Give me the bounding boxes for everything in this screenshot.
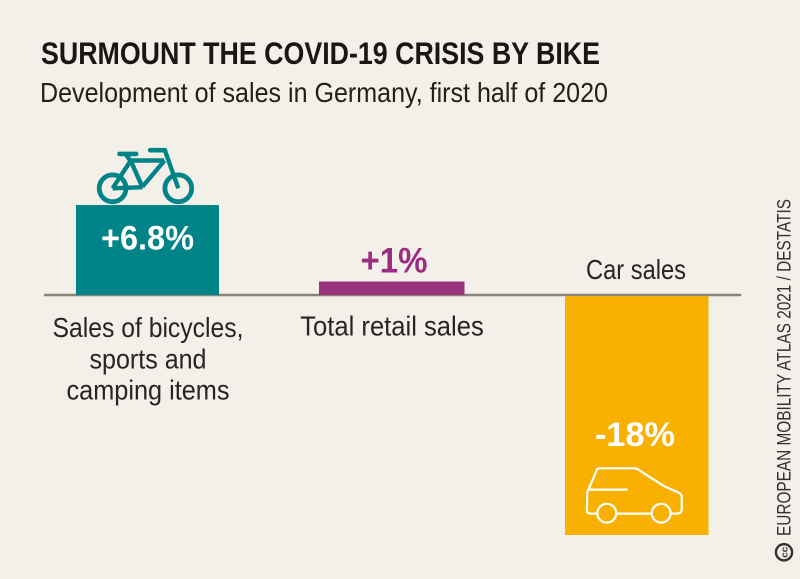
svg-text:Sales of bicycles,: Sales of bicycles, — [53, 312, 244, 343]
svg-text:cc: cc — [779, 547, 790, 558]
svg-text:+6.8%: +6.8% — [101, 220, 194, 258]
svg-text:camping items: camping items — [67, 375, 230, 406]
svg-text:+1%: +1% — [361, 242, 428, 281]
svg-text:Total retail sales: Total retail sales — [300, 310, 484, 341]
svg-text:EUROPEAN MOBILITY ATLAS 2021 /: EUROPEAN MOBILITY ATLAS 2021 / DESTATIS — [775, 199, 796, 536]
svg-text:sports and: sports and — [90, 344, 207, 375]
svg-text:-18%: -18% — [595, 416, 675, 454]
svg-text:Development of sales in German: Development of sales in Germany, first h… — [40, 77, 608, 108]
svg-text:Car sales: Car sales — [586, 254, 686, 285]
svg-text:SURMOUNT THE COVID-19 CRISIS B: SURMOUNT THE COVID-19 CRISIS BY BIKE — [41, 35, 600, 71]
